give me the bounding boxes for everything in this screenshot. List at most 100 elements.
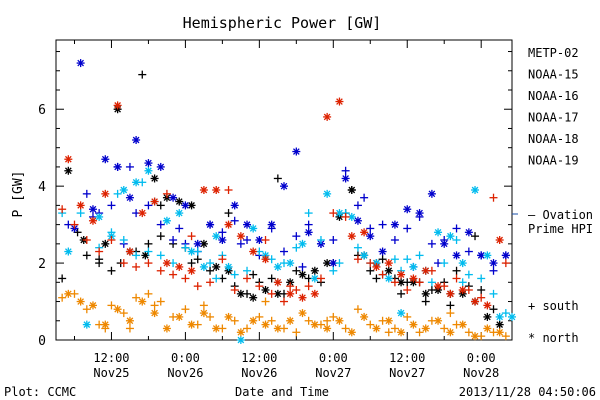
south-point [58, 293, 67, 302]
south-point [132, 293, 141, 302]
south-point [187, 232, 196, 241]
north-point [88, 205, 97, 214]
north-point [310, 266, 319, 275]
south-point [446, 301, 455, 310]
north-point [212, 232, 221, 241]
south-point [206, 266, 215, 275]
south-point [353, 201, 362, 210]
south-point [212, 274, 221, 283]
south-point [378, 270, 387, 279]
north-point [249, 316, 258, 325]
north-point [101, 239, 110, 248]
north-point [64, 155, 73, 164]
north-point [440, 239, 449, 248]
north-point [495, 320, 504, 329]
north-point [372, 324, 381, 333]
south-point [193, 255, 202, 264]
north-point [144, 159, 153, 168]
south-point [119, 309, 128, 318]
south-point [477, 293, 486, 302]
north-point [150, 309, 159, 318]
legend-entry: NOAA-18 [528, 132, 579, 146]
south-point [427, 278, 436, 287]
south-point [150, 301, 159, 310]
south-point [95, 247, 104, 256]
north-point [390, 220, 399, 229]
south-point [353, 255, 362, 264]
north-point [187, 201, 196, 210]
south-point [261, 297, 270, 306]
south-point [292, 328, 301, 337]
north-point [384, 266, 393, 275]
south-point [125, 162, 134, 171]
north-point [144, 166, 153, 175]
south-point [501, 259, 510, 268]
north-point [483, 301, 492, 310]
south-point [224, 209, 233, 218]
north-point [360, 251, 369, 260]
north-point [397, 309, 406, 318]
south-point [162, 189, 171, 198]
north-point [341, 174, 350, 183]
north-point [508, 312, 516, 321]
north-point [101, 189, 110, 198]
north-point [64, 166, 73, 175]
south-point [335, 259, 344, 268]
north-point [119, 186, 128, 194]
x-tick-time-label: 12:00 [241, 351, 277, 365]
south-point [243, 324, 252, 333]
prime-hpi-label: Prime HPI [528, 222, 593, 236]
south-point [267, 316, 276, 325]
north-point [286, 289, 295, 298]
south-point [206, 259, 215, 268]
south-point [286, 282, 295, 291]
x-tick-date-label: Nov27 [315, 366, 351, 380]
north-point [458, 286, 467, 294]
ovation-label: — Ovation [528, 208, 593, 222]
y-tick-label: 6 [38, 103, 46, 118]
x-tick-time-label: 12:00 [93, 351, 129, 365]
north-point [187, 320, 196, 329]
north-point [113, 305, 122, 314]
legend: METP-02 NOAA-15 NOAA-16 NOAA-17 NOAA-18 NOAA-… [528, 46, 579, 168]
south-point [501, 332, 510, 341]
north-point [101, 155, 110, 164]
north-point [150, 197, 159, 206]
north-point [323, 324, 332, 333]
north-marker-key: * north [528, 331, 579, 345]
south-point [390, 278, 399, 287]
south-point [403, 286, 412, 294]
south-point [440, 324, 449, 333]
north-point [138, 209, 147, 218]
south-point [292, 286, 301, 294]
legend-entry: NOAA-17 [528, 111, 579, 125]
north-point [181, 201, 190, 210]
north-point [230, 201, 239, 210]
north-point [353, 216, 362, 225]
north-point [292, 147, 301, 156]
north-point [347, 212, 356, 221]
south-point [489, 266, 498, 275]
south-point [298, 262, 307, 271]
south-point [477, 274, 486, 283]
south-point [501, 309, 510, 318]
north-point [95, 212, 104, 221]
south-point [280, 247, 288, 256]
north-point [384, 316, 393, 325]
north-point [243, 220, 252, 229]
x-axis-label: Date and Time [235, 385, 329, 399]
north-point [403, 205, 412, 214]
south-point [144, 259, 153, 268]
south-point [452, 236, 461, 244]
south-point [181, 243, 190, 252]
north-point [384, 274, 393, 283]
north-point [76, 201, 85, 210]
north-point [298, 270, 307, 279]
south-point [378, 255, 387, 264]
south-point [206, 278, 215, 287]
north-point [409, 274, 418, 283]
south-point [82, 305, 91, 314]
south-point [144, 201, 153, 210]
north-point [169, 193, 178, 202]
